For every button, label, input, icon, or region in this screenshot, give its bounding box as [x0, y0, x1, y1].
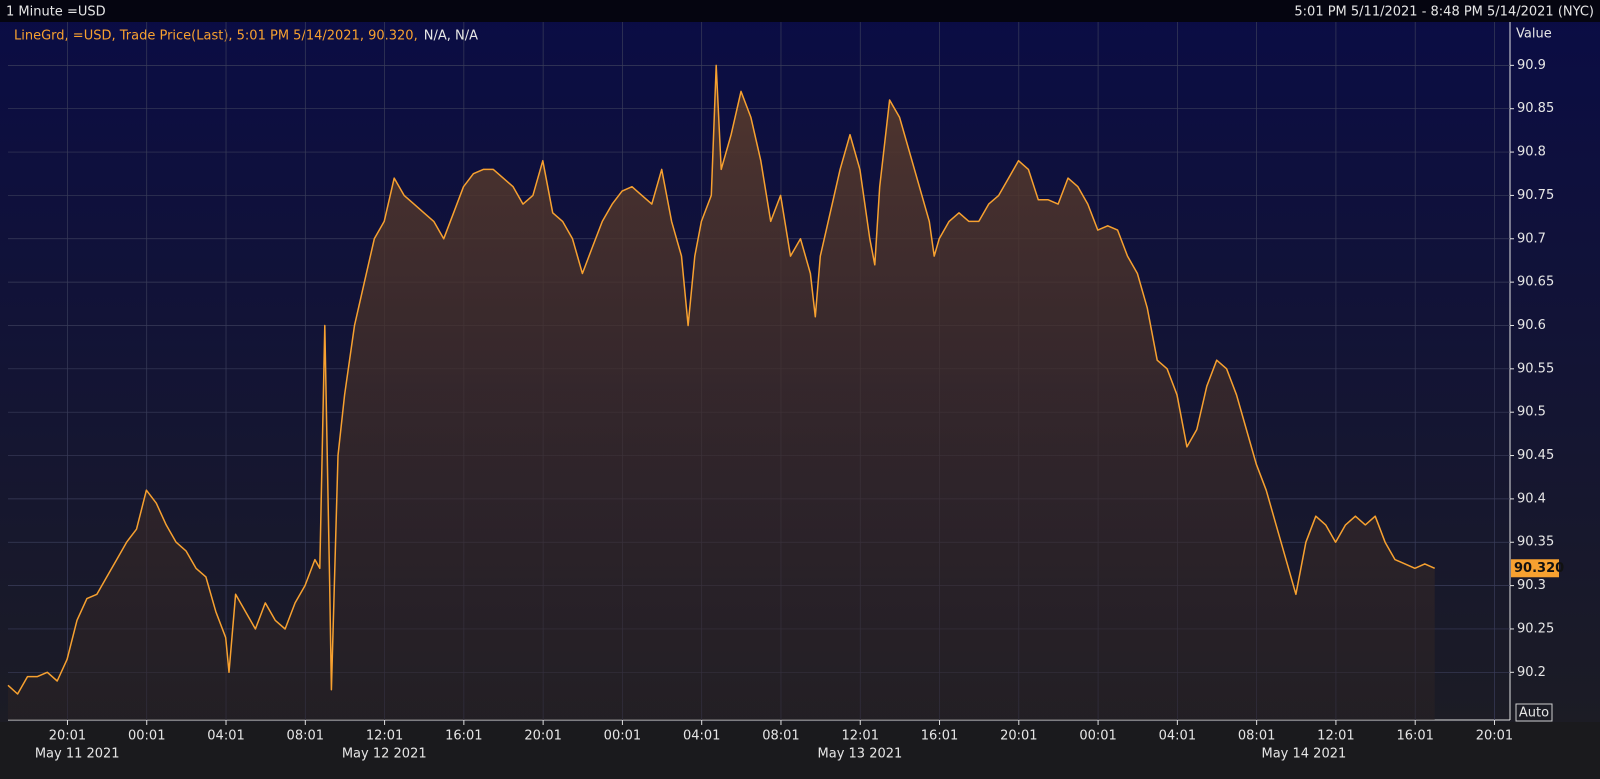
- x-tick-label: 12:01: [842, 729, 879, 744]
- header-left: 1 Minute =USD: [6, 5, 106, 20]
- y-tick-label: 90.2: [1517, 665, 1546, 680]
- x-tick-label: 12:01: [1317, 729, 1354, 744]
- y-tick-label: 90.45: [1517, 448, 1554, 463]
- y-tick-label: 90.3: [1517, 578, 1546, 593]
- y-tick-label: 90.55: [1517, 361, 1554, 376]
- x-tick-label: 04:01: [1159, 729, 1196, 744]
- legend-text: LineGrd, =USD, Trade Price(Last), 5:01 P…: [14, 29, 418, 44]
- last-value-box: [1511, 559, 1559, 578]
- y-tick-label: 90.8: [1517, 145, 1546, 160]
- x-tick-label: 12:01: [366, 729, 403, 744]
- x-tick-label: 00:01: [604, 729, 641, 744]
- y-tick-label: 90.5: [1517, 405, 1546, 420]
- x-tick-label: 08:01: [287, 729, 324, 744]
- x-tick-label: 16:01: [921, 729, 958, 744]
- y-tick-label: 90.25: [1517, 621, 1554, 636]
- x-tick-label: 04:01: [683, 729, 720, 744]
- y-axis-label: Value: [1516, 27, 1552, 42]
- day-label: May 14 2021: [1261, 747, 1346, 762]
- x-tick-label: 16:01: [445, 729, 482, 744]
- x-tick-label: 20:01: [1476, 729, 1513, 744]
- x-tick-label: 20:01: [49, 729, 86, 744]
- day-label: May 13 2021: [818, 747, 903, 762]
- x-tick-label: 20:01: [524, 729, 561, 744]
- x-tick-label: 08:01: [762, 729, 799, 744]
- y-tick-label: 90.35: [1517, 535, 1554, 550]
- y-tick-label: 90.85: [1517, 101, 1554, 116]
- auto-button[interactable]: [1515, 703, 1553, 722]
- x-axis-bar: [0, 722, 1600, 779]
- day-label: May 11 2021: [35, 747, 120, 762]
- y-tick-label: 90.6: [1517, 318, 1546, 333]
- legend-extra: N/A, N/A: [424, 29, 478, 44]
- y-tick-label: 90.4: [1517, 491, 1546, 506]
- x-tick-label: 20:01: [1000, 729, 1037, 744]
- y-tick-label: 90.75: [1517, 188, 1554, 203]
- x-tick-label: 16:01: [1396, 729, 1433, 744]
- y-tick-label: 90.9: [1517, 58, 1546, 73]
- y-tick-label: 90.65: [1517, 275, 1554, 290]
- x-tick-label: 00:01: [128, 729, 165, 744]
- area-fill: [8, 65, 1435, 720]
- x-tick-label: 00:01: [1079, 729, 1116, 744]
- auto-button-label[interactable]: Auto: [1519, 706, 1549, 721]
- header-right: 5:01 PM 5/11/2021 - 8:48 PM 5/14/2021 (N…: [1294, 5, 1594, 20]
- y-tick-label: 90.7: [1517, 231, 1546, 246]
- x-tick-label: 04:01: [207, 729, 244, 744]
- day-label: May 12 2021: [342, 747, 427, 762]
- x-tick-label: 08:01: [1238, 729, 1275, 744]
- header-bar: [0, 0, 1600, 22]
- price-line: [7, 64, 1436, 695]
- last-value-label: 90.320: [1514, 561, 1564, 576]
